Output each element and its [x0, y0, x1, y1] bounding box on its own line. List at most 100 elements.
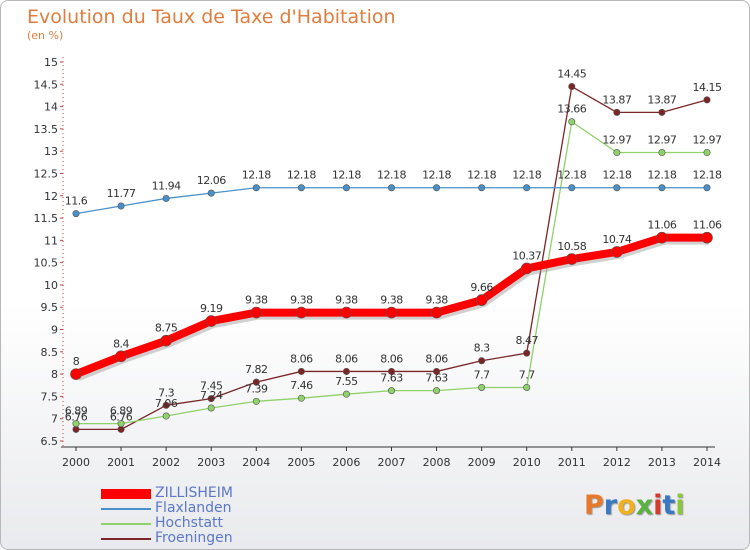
- legend: ZILLISHEIM Flaxlanden Hochstatt Froening…: [101, 485, 301, 547]
- logo-letter: i: [675, 490, 685, 521]
- logo-letter: i: [653, 490, 663, 521]
- data-point-froeningen: [568, 83, 576, 91]
- data-label: 6.89: [65, 405, 88, 418]
- data-point-froeningen: [342, 367, 350, 375]
- data-label: 12.18: [467, 169, 496, 182]
- legend-item-froeningen: Froeningen: [101, 530, 301, 547]
- legend-label: Flaxlanden: [155, 500, 232, 516]
- data-label: 9.19: [200, 302, 223, 315]
- data-label: 11.77: [107, 187, 136, 200]
- data-labels: 8 8.4 8.75 9.19 9.38 9.38 9.38 9.38 9.38 9.66 10.3…: [65, 68, 723, 424]
- data-label: 7.63: [425, 372, 448, 385]
- data-point-hochstatt: [72, 420, 80, 428]
- data-point-hochstatt: [117, 420, 125, 428]
- data-label: 7.39: [245, 382, 268, 395]
- data-point-hochstatt: [433, 387, 441, 395]
- data-label: 8.4: [113, 337, 129, 350]
- data-point-froeningen: [523, 349, 531, 357]
- data-label: 8.75: [155, 322, 178, 335]
- data-point-hochstatt: [297, 394, 305, 402]
- data-label: 12.18: [693, 169, 722, 182]
- data-point-froeningen: [658, 108, 666, 116]
- data-point-froeningen: [703, 96, 711, 104]
- legend-label: ZILLISHEIM: [155, 485, 233, 501]
- legend-label: Hochstatt: [155, 515, 224, 531]
- y-tick-label: 12.5: [34, 167, 59, 180]
- data-label: 12.18: [557, 169, 586, 182]
- data-label: 12.18: [287, 169, 316, 182]
- data-label: 14.15: [693, 81, 722, 94]
- data-label: 11.94: [152, 179, 181, 192]
- data-label: 14.45: [557, 68, 586, 81]
- data-point-zillisheim: [205, 315, 218, 327]
- data-label: 12.18: [377, 169, 406, 182]
- data-label: 12.18: [242, 169, 271, 182]
- data-point-froeningen: [162, 401, 170, 409]
- data-label: 12.06: [197, 174, 226, 187]
- x-tick-label: 2011: [558, 456, 586, 469]
- logo-letter: x: [635, 490, 654, 521]
- x-tick-label: 2005: [287, 456, 315, 469]
- data-point-zillisheim: [656, 231, 668, 244]
- y-tick-label: 9: [51, 324, 58, 337]
- legend-swatch: [101, 523, 151, 525]
- y-tick-label: 9.5: [41, 301, 59, 314]
- data-point-zillisheim: [475, 294, 488, 306]
- data-point-froeningen: [117, 425, 125, 433]
- y-tick-label: 7.5: [41, 390, 59, 403]
- data-label: 8.06: [290, 352, 313, 365]
- data-point-flaxlanden: [613, 184, 621, 192]
- data-point-zillisheim: [340, 306, 353, 319]
- data-label: 9.66: [470, 281, 493, 294]
- x-tick-label: 2001: [107, 456, 135, 469]
- data-point-zillisheim: [701, 231, 713, 244]
- data-label: 7.3: [158, 386, 174, 399]
- legend-item-hochstatt: Hochstatt: [101, 515, 301, 532]
- data-label: 12.97: [602, 134, 631, 147]
- data-label: 9.38: [335, 294, 358, 307]
- data-point-zillisheim: [115, 350, 127, 363]
- legend-swatch: [101, 508, 151, 510]
- data-point-flaxlanden: [252, 184, 260, 192]
- data-label: 6.76: [110, 410, 133, 423]
- x-tick-label: 2004: [242, 456, 270, 469]
- data-point-zillisheim: [70, 368, 82, 380]
- data-label: 9.38: [425, 294, 448, 307]
- y-tick-label: 8: [51, 368, 58, 381]
- data-label: 11.6: [65, 195, 88, 208]
- data-point-froeningen: [252, 378, 260, 386]
- data-point-flaxlanden: [703, 184, 711, 192]
- y-tick-label: 11.5: [34, 212, 59, 225]
- data-point-flaxlanden: [207, 189, 215, 197]
- x-tick-label: 2010: [513, 456, 541, 469]
- x-tick-label: 2006: [332, 456, 360, 469]
- y-tick-label: 12: [44, 190, 58, 203]
- series-points: [70, 83, 713, 433]
- x-tick-label: 2012: [603, 456, 631, 469]
- logo-letter: r: [603, 490, 618, 521]
- data-label: 7.06: [155, 397, 178, 410]
- data-label: 13.66: [557, 103, 586, 116]
- data-point-hochstatt: [703, 149, 711, 157]
- data-label: 11.06: [693, 219, 722, 232]
- data-point-zillisheim: [430, 306, 443, 319]
- data-point-froeningen: [478, 357, 486, 365]
- data-label: 12.18: [512, 169, 541, 182]
- legend-label: Froeningen: [155, 530, 233, 546]
- data-label: 7.7: [474, 368, 490, 381]
- x-tick-label: 2003: [197, 456, 225, 469]
- data-point-zillisheim: [250, 306, 263, 319]
- data-label: 9.38: [245, 294, 268, 307]
- data-point-hochstatt: [387, 387, 395, 395]
- data-label: 8.06: [425, 352, 448, 365]
- data-label: 12.18: [647, 169, 676, 182]
- data-point-flaxlanden: [162, 194, 170, 202]
- data-label: 12.97: [647, 134, 676, 147]
- data-point-zillisheim: [160, 334, 172, 347]
- data-point-hochstatt: [342, 390, 350, 398]
- data-label: 12.18: [602, 169, 631, 182]
- data-label: 7.82: [245, 363, 268, 376]
- data-point-flaxlanden: [387, 184, 395, 192]
- data-point-froeningen: [433, 367, 441, 375]
